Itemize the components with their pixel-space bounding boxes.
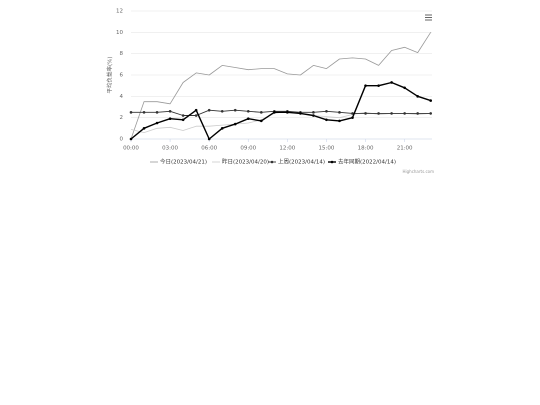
point	[181, 118, 185, 122]
point	[168, 117, 172, 121]
point	[325, 118, 328, 122]
legend-marker	[330, 160, 334, 164]
series-line	[130, 81, 431, 140]
point	[364, 84, 367, 87]
y-tick-label: 6	[120, 73, 124, 79]
menu-button[interactable]	[424, 13, 433, 22]
point	[246, 109, 250, 113]
point	[220, 109, 224, 113]
point	[142, 127, 146, 130]
point	[377, 112, 380, 115]
point	[260, 111, 263, 114]
point	[416, 95, 419, 98]
legend-item[interactable]: 去年同期(2022/04/14)	[328, 158, 396, 166]
point	[220, 127, 224, 130]
credit[interactable]: Highcharts.com	[403, 169, 435, 174]
legend-item[interactable]: 昨日(2023/04/20)	[212, 158, 269, 166]
point	[194, 114, 198, 117]
point	[129, 137, 133, 141]
point	[429, 112, 432, 115]
point	[207, 108, 211, 112]
legend-item[interactable]: 今日(2023/04/21)	[150, 158, 207, 166]
point	[325, 109, 328, 113]
point	[390, 112, 393, 115]
point	[233, 108, 237, 112]
legend-label: 上周(2023/04/14)	[278, 158, 325, 166]
legend-item[interactable]: 上周(2023/04/14)	[268, 158, 325, 166]
point	[312, 114, 315, 117]
x-tick-label: 00:00	[123, 146, 139, 152]
point	[351, 116, 354, 119]
point	[155, 121, 159, 125]
point	[260, 119, 263, 123]
legend-label: 昨日(2023/04/20)	[222, 158, 269, 166]
point	[194, 108, 198, 112]
series-line	[130, 32, 432, 140]
x-tick-label: 09:00	[240, 146, 256, 152]
point	[364, 112, 367, 115]
x-tick-label: 18:00	[358, 146, 374, 152]
point	[129, 111, 133, 114]
y-tick-label: 0	[120, 137, 124, 143]
point	[181, 114, 185, 117]
series-line	[130, 110, 431, 133]
point	[233, 122, 237, 126]
point	[377, 84, 380, 87]
y-tick-label: 2	[120, 115, 124, 121]
x-tick-label: 12:00	[279, 146, 295, 152]
y-axis-label: 平均负载率(%)	[106, 56, 114, 93]
point	[207, 137, 211, 141]
point	[403, 112, 406, 115]
point	[338, 119, 341, 123]
point	[338, 111, 341, 114]
y-tick-label: 12	[116, 9, 123, 15]
y-tick-label: 8	[120, 51, 124, 57]
point	[273, 111, 276, 114]
point	[390, 81, 393, 84]
point	[168, 109, 172, 113]
point	[286, 111, 289, 114]
point	[403, 86, 406, 90]
series-line	[131, 109, 431, 116]
point	[142, 111, 146, 114]
legend-label: 今日(2023/04/21)	[160, 158, 207, 166]
x-tick-label: 21:00	[397, 146, 413, 152]
point	[429, 99, 432, 102]
point	[351, 112, 354, 115]
point	[246, 117, 250, 121]
point	[416, 112, 419, 115]
point	[299, 112, 302, 115]
legend-label: 去年同期(2022/04/14)	[338, 158, 396, 166]
y-tick-label: 4	[120, 94, 124, 100]
x-tick-label: 15:00	[319, 146, 335, 152]
x-tick-label: 06:00	[201, 146, 217, 152]
y-tick-label: 10	[116, 30, 123, 36]
point	[312, 111, 315, 114]
legend-marker	[270, 160, 274, 164]
x-tick-label: 03:00	[162, 146, 178, 152]
point	[155, 111, 159, 114]
